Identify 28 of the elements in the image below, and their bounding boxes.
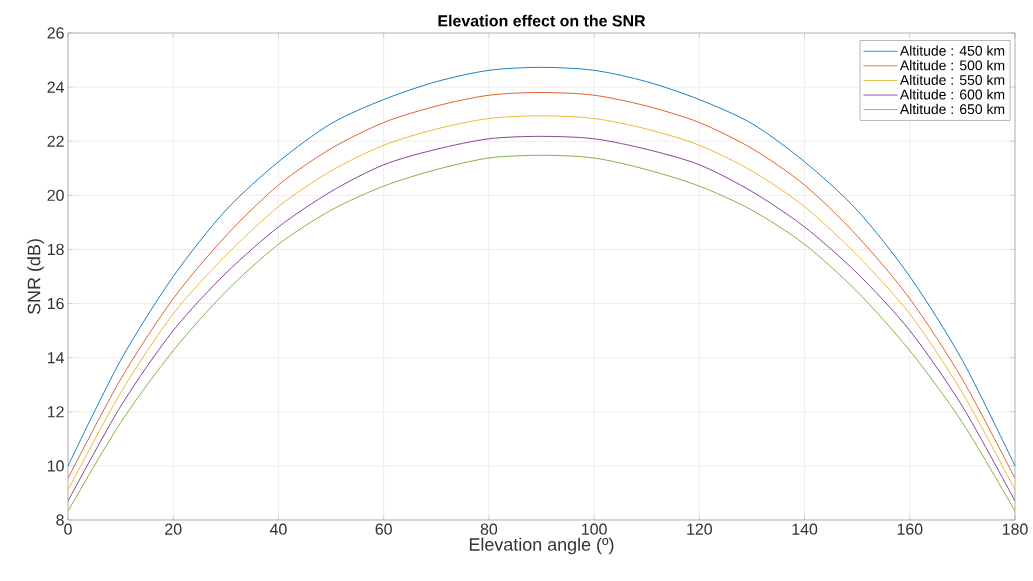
x-tick-label: 180: [1002, 523, 1028, 535]
y-tick-label: 20: [47, 189, 64, 201]
y-tick-label: 10: [47, 460, 64, 472]
y-axis-title: SNR (dB): [27, 239, 44, 315]
chart-title: Elevation effect on the SNR: [438, 14, 646, 27]
legend-label: Altitude : 450 km: [899, 45, 1005, 56]
legend-label: Altitude : 600 km: [899, 89, 1005, 100]
x-tick-label: 80: [480, 523, 498, 535]
x-tick-label: 20: [165, 523, 182, 535]
x-tick-label: 60: [375, 523, 392, 535]
x-tick-label: 40: [269, 523, 287, 535]
y-tick-label: 24: [47, 81, 64, 93]
legend-label: Altitude : 500 km: [899, 60, 1005, 71]
y-tick-label: 26: [47, 27, 64, 39]
y-tick-label: 16: [47, 297, 64, 310]
x-axis-title: Elevation angle (º): [469, 537, 614, 555]
y-tick-label: 18: [47, 243, 64, 256]
y-tick-label: 8: [56, 514, 64, 526]
y-tick-label: 12: [47, 406, 64, 418]
y-tick-label: 22: [47, 135, 64, 147]
x-tick-label: 120: [687, 523, 712, 535]
legend-label: Altitude : 650 km: [899, 103, 1005, 115]
x-tick-label: 0: [64, 523, 72, 535]
x-tick-label: 160: [897, 523, 923, 535]
x-tick-label: 100: [582, 523, 607, 535]
y-tick-label: 14: [47, 352, 64, 364]
x-tick-label: 140: [792, 523, 818, 535]
legend-label: Altitude : 550 km: [899, 74, 1005, 85]
